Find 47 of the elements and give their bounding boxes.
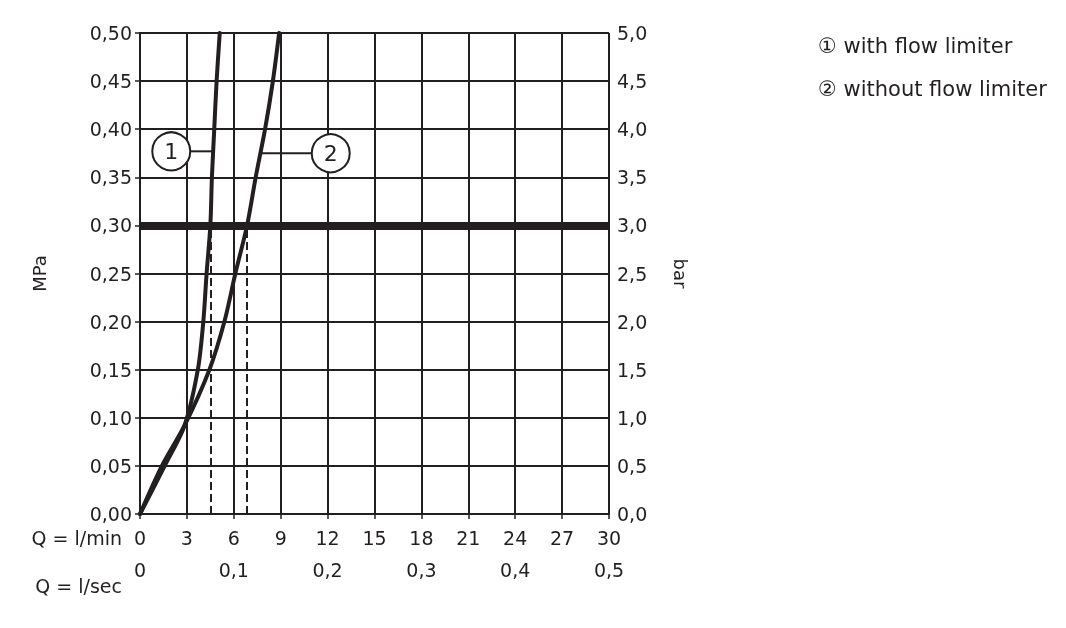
annotation: 1	[164, 138, 179, 164]
x-tick-label: 21	[456, 526, 481, 549]
x2-tick-label: 0,5	[593, 558, 625, 581]
x2-axis-title: Q = l/sec	[35, 574, 122, 597]
x-tick-label: 9	[274, 526, 287, 549]
y-tick-label: 0,00	[89, 503, 132, 525]
y-tick-label: 0,30	[89, 214, 132, 237]
y-tick-label: 0,20	[89, 310, 132, 333]
y2-tick-label: 4,0	[617, 118, 648, 141]
x-tick-label: 24	[503, 526, 528, 549]
x-tick-label: 18	[409, 526, 434, 549]
x-tick-label: 27	[550, 526, 575, 549]
text: ② without flow limiter	[818, 76, 1048, 101]
y2-tick-label: 1,5	[617, 358, 648, 381]
y-tick-label: 0,50	[89, 22, 132, 44]
y2-tick-label: 3,0	[617, 214, 648, 237]
x-tick-label: 30	[596, 526, 622, 549]
x-tick-label: 6	[227, 526, 240, 549]
y2-tick-label: 4,5	[617, 70, 648, 93]
x-tick-label: 12	[315, 526, 340, 549]
y2-tick-label: 5,0	[617, 22, 648, 44]
y-tick-label: 0,25	[89, 262, 132, 285]
x-tick-label: 15	[362, 526, 387, 549]
y-axis-title: MPa	[28, 255, 50, 292]
annotation: 2	[323, 140, 338, 166]
y2-tick-label: 2,5	[617, 262, 648, 285]
x-axis-title: Q = l/min	[31, 526, 122, 549]
y-tick-label: 0,10	[89, 406, 132, 429]
y2-tick-label: 3,5	[617, 166, 648, 189]
y-tick-label: 0,45	[89, 70, 132, 93]
y2-tick-label: 1,0	[617, 406, 648, 429]
x2-tick-label: 0,4	[500, 558, 531, 581]
x2-tick-label: 0	[133, 558, 147, 581]
x2-tick-label: 0,3	[406, 558, 437, 581]
y-tick-label: 0,15	[89, 358, 132, 381]
y2-axis-title: bar	[669, 258, 691, 290]
text: ① with flow limiter	[818, 33, 1013, 58]
y-tick-label: 0,05	[89, 454, 132, 477]
y-tick-label: 0,40	[89, 118, 132, 141]
x-tick-label: 0	[133, 526, 147, 549]
x2-tick-label: 0,1	[218, 558, 249, 581]
y2-tick-label: 2,0	[617, 310, 648, 333]
x-tick-label: 3	[180, 526, 193, 549]
x2-tick-label: 0,2	[312, 558, 343, 581]
y2-tick-label: 0,5	[617, 454, 648, 477]
y-tick-label: 0,35	[89, 166, 132, 189]
y2-tick-label: 0,0	[617, 503, 648, 525]
